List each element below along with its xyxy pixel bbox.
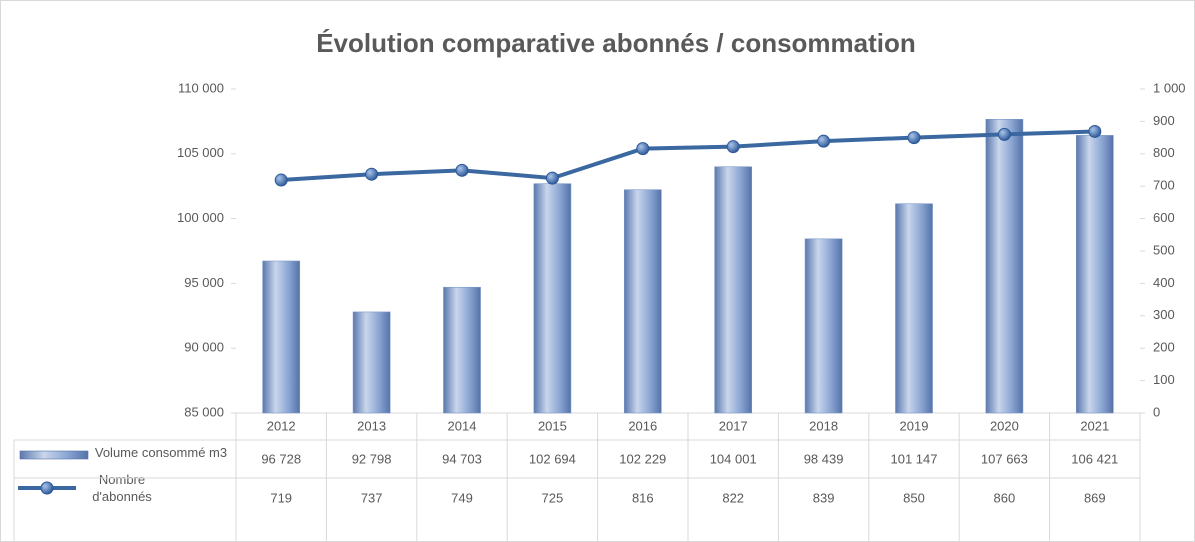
y2-tick-label: 1 000: [1153, 80, 1186, 95]
y2-tick-label: 400: [1153, 275, 1175, 290]
line-marker: [274, 173, 288, 187]
chart-title: Évolution comparative abonnés / consomma…: [316, 28, 916, 58]
line-marker: [545, 171, 559, 185]
y-tick-label: 100 000: [177, 210, 224, 225]
x-tick-label: 2012: [267, 418, 296, 433]
line-marker: [817, 134, 831, 148]
table-value: 101 147: [891, 451, 938, 466]
x-tick-label: 2018: [809, 418, 838, 433]
legend-label: Volume consommé m3: [94, 445, 228, 460]
y2-tick-label: 200: [1153, 340, 1175, 355]
y2-tick-label: 100: [1153, 372, 1175, 387]
table-value: 104 001: [710, 451, 757, 466]
y-tick-label: 110 000: [178, 80, 224, 95]
table-value: 92 798: [352, 451, 392, 466]
x-tick-label: 2014: [448, 418, 477, 433]
line-marker: [455, 163, 469, 177]
legend-cell: Volume consommé m3: [94, 445, 228, 460]
legend-label: Nombre d'abonnés: [92, 472, 152, 504]
y2-tick-label: 800: [1153, 145, 1175, 160]
line-marker: [1088, 124, 1102, 138]
table-value: 94 703: [442, 451, 482, 466]
y-tick-label: 105 000: [177, 145, 224, 160]
y2-tick-label: 0: [1153, 404, 1160, 419]
table-value: 102 229: [619, 451, 666, 466]
legend-cell: Nombre d'abonnés: [92, 472, 152, 504]
table-value: 96 728: [261, 451, 301, 466]
y2-tick-label: 600: [1153, 210, 1175, 225]
table-value: 106 421: [1071, 451, 1118, 466]
line: [281, 129, 1095, 183]
table-value: 850: [903, 490, 925, 505]
x-tick-label: 2019: [900, 418, 929, 433]
line-marker: [365, 167, 379, 181]
bar: [533, 183, 572, 414]
y-tick-label: 95 000: [184, 275, 224, 290]
y-tick-label: 90 000: [184, 340, 224, 355]
table-value: 725: [542, 490, 564, 505]
x-tick-label: 2017: [719, 418, 748, 433]
y-tick-label: 85 000: [184, 404, 224, 419]
table-value: 102 694: [529, 451, 576, 466]
table-value: 98 439: [804, 451, 844, 466]
line-marker: [726, 140, 740, 154]
y2-tick-label: 700: [1153, 178, 1175, 193]
x-tick-label: 2013: [357, 418, 386, 433]
bar: [895, 203, 933, 414]
bar: [262, 260, 301, 414]
bar: [804, 238, 843, 414]
x-tick-label: 2021: [1080, 418, 1109, 433]
bar: [352, 311, 391, 414]
table-value: 822: [722, 490, 744, 505]
table-value: 839: [813, 490, 835, 505]
x-tick-label: 2015: [538, 418, 567, 433]
legend-line-marker: [40, 481, 54, 495]
line-marker: [907, 131, 921, 145]
bar: [714, 166, 753, 414]
legend-bar-icon: [19, 450, 89, 460]
table-value: 860: [994, 490, 1016, 505]
y2-tick-label: 300: [1153, 307, 1175, 322]
bar: [623, 189, 662, 414]
line-marker: [636, 142, 650, 156]
table-value: 107 663: [981, 451, 1028, 466]
bar: [985, 118, 1024, 414]
table-value: 869: [1084, 490, 1106, 505]
x-tick-label: 2016: [628, 418, 657, 433]
table-value: 737: [361, 490, 383, 505]
x-tick-label: 2020: [990, 418, 1019, 433]
table-value: 719: [270, 490, 292, 505]
y2-tick-label: 900: [1153, 113, 1175, 128]
line-marker: [997, 127, 1011, 141]
bar: [443, 286, 481, 414]
table-value: 816: [632, 490, 654, 505]
bar: [1075, 135, 1114, 414]
table-value: 749: [451, 490, 473, 505]
y2-tick-label: 500: [1153, 242, 1175, 257]
